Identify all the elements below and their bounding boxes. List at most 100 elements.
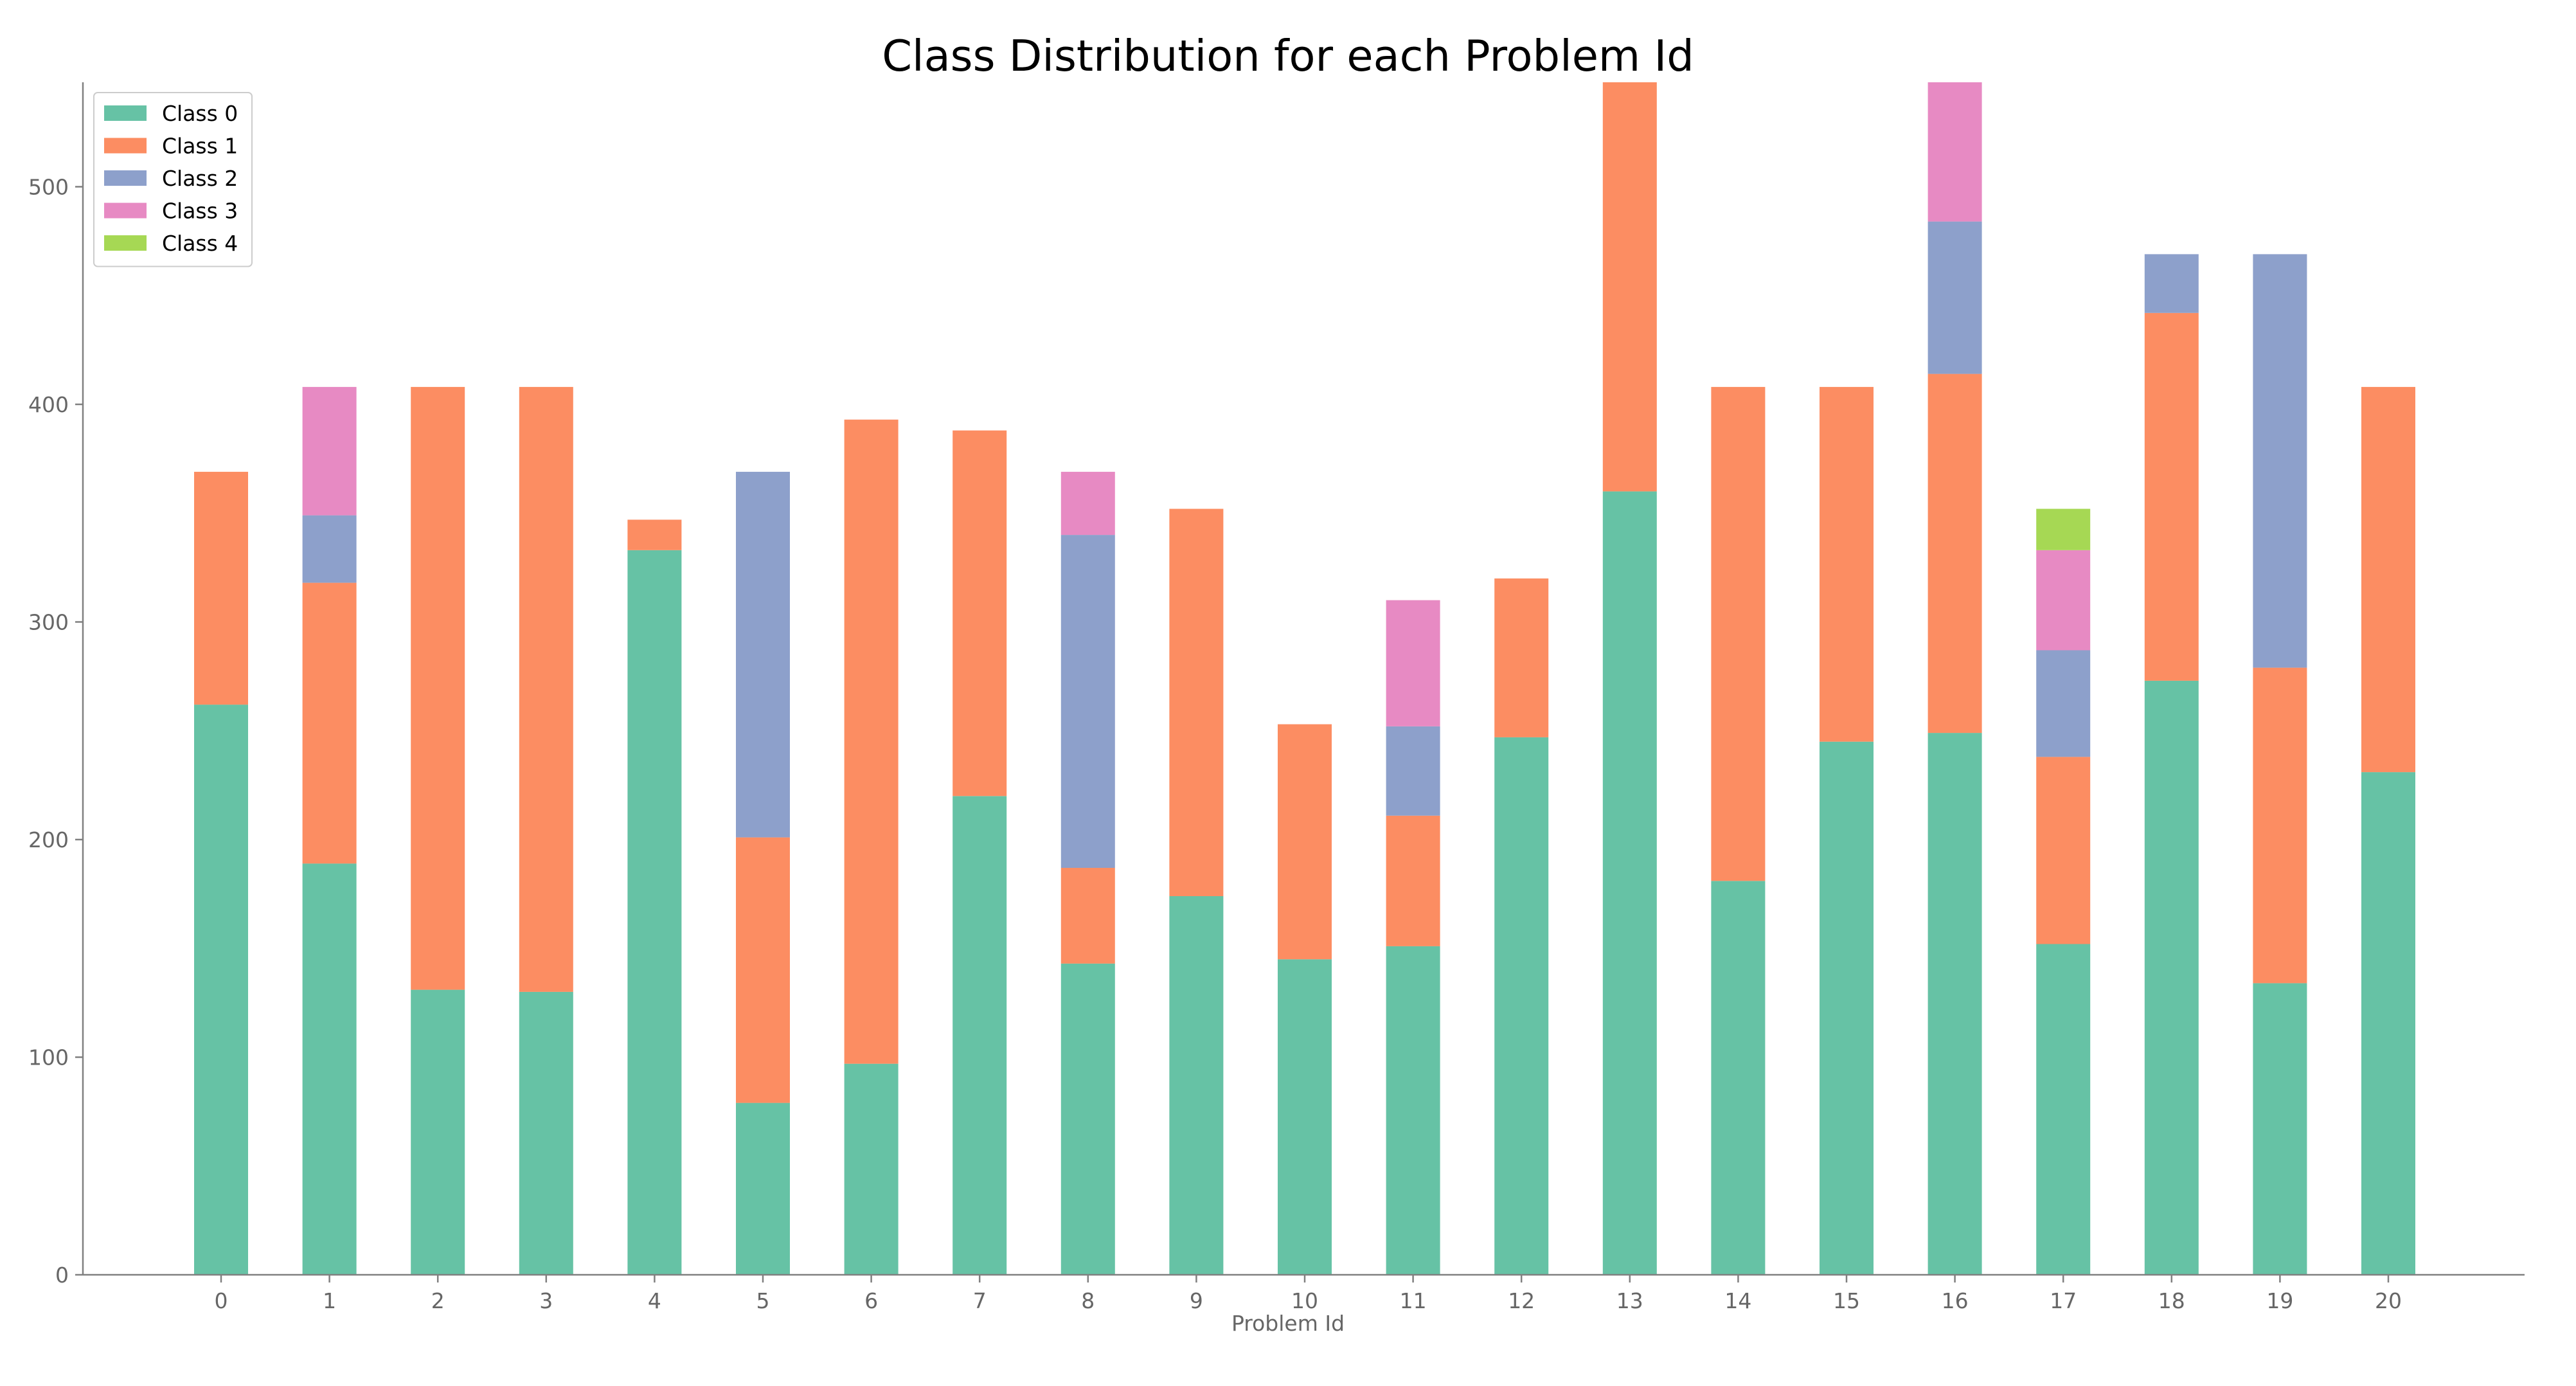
y-tick-label: 500 xyxy=(28,174,69,199)
x-tick-label: 19 xyxy=(2266,1288,2293,1313)
bar-0-class-1 xyxy=(194,471,248,705)
bar-8-class-2 xyxy=(1060,535,1115,868)
bar-8-class-1 xyxy=(1060,868,1115,964)
x-tick-label: 3 xyxy=(539,1288,553,1313)
x-tick-label: 14 xyxy=(1724,1288,1751,1313)
bar-4-class-0 xyxy=(627,550,682,1275)
y-axis: 0 100 200 300 400 500 xyxy=(28,82,84,1288)
bar-12-class-0 xyxy=(1494,737,1549,1275)
bar-4-class-1 xyxy=(627,519,682,550)
chart-title: Class Distribution for each Problem Id xyxy=(882,31,1694,81)
bar-16-class-1 xyxy=(1928,374,1982,734)
bar-16-class-3 xyxy=(1928,82,1982,222)
x-tick-label: 1 xyxy=(323,1288,336,1313)
legend-swatch xyxy=(104,138,147,154)
x-tick-label: 9 xyxy=(1190,1288,1203,1313)
legend-frame xyxy=(93,92,253,267)
bar-17-class-4 xyxy=(2036,509,2091,550)
x-tick-label: 10 xyxy=(1291,1288,1318,1313)
x-tick-label: 4 xyxy=(648,1288,661,1313)
legend-swatch xyxy=(104,203,147,219)
bar-16-class-0 xyxy=(1928,733,1982,1275)
bar-18-class-1 xyxy=(2144,312,2199,681)
bar-20-class-1 xyxy=(2361,386,2415,773)
x-axis-label: Problem Id xyxy=(1231,1311,1345,1336)
bar-1-class-1 xyxy=(302,582,357,864)
legend: Class 0 Class 1 Class 2 Class 3 Class 4 xyxy=(93,92,253,267)
bar-13-class-0 xyxy=(1602,491,1657,1275)
y-tick-label: 400 xyxy=(28,392,69,417)
bar-2-class-1 xyxy=(411,386,465,990)
bar-18-class-0 xyxy=(2144,680,2199,1275)
legend-swatch xyxy=(104,170,147,186)
x-tick-label: 5 xyxy=(756,1288,770,1313)
bar-13-class-1 xyxy=(1602,82,1657,492)
bar-11-class-1 xyxy=(1386,815,1440,946)
bar-12-class-1 xyxy=(1494,578,1549,737)
bar-6-class-0 xyxy=(844,1063,899,1275)
x-tick-label: 11 xyxy=(1400,1288,1427,1313)
bar-14-class-0 xyxy=(1711,881,1766,1275)
x-tick-label: 0 xyxy=(215,1288,228,1313)
x-tick-label: 17 xyxy=(2050,1288,2077,1313)
bar-5-class-0 xyxy=(736,1102,790,1275)
bars-group xyxy=(194,82,2415,1275)
bar-17-class-2 xyxy=(2036,650,2091,757)
x-tick-label: 2 xyxy=(431,1288,445,1313)
bar-3-class-0 xyxy=(519,991,573,1275)
legend-label: Class 2 xyxy=(162,166,238,191)
legend-label: Class 3 xyxy=(162,199,238,224)
y-tick-label: 0 xyxy=(55,1263,69,1288)
bar-1-class-3 xyxy=(302,386,357,516)
bar-9-class-0 xyxy=(1169,896,1224,1275)
y-tick-label: 100 xyxy=(28,1045,69,1070)
bar-7-class-1 xyxy=(953,430,1007,797)
bar-16-class-2 xyxy=(1928,221,1982,374)
bar-8-class-3 xyxy=(1060,471,1115,536)
x-tick-label: 8 xyxy=(1081,1288,1095,1313)
x-tick-label: 13 xyxy=(1616,1288,1643,1313)
y-tick-label: 300 xyxy=(28,609,69,634)
bar-5-class-2 xyxy=(736,471,790,838)
bar-19-class-2 xyxy=(2253,254,2307,668)
bar-1-class-0 xyxy=(302,863,357,1275)
bar-17-class-0 xyxy=(2036,944,2091,1275)
bar-14-class-1 xyxy=(1711,386,1766,881)
bar-19-class-0 xyxy=(2253,983,2307,1275)
bar-15-class-0 xyxy=(1820,741,1874,1275)
bar-7-class-0 xyxy=(953,796,1007,1275)
bar-11-class-3 xyxy=(1386,600,1440,726)
bar-11-class-2 xyxy=(1386,726,1440,816)
legend-swatch xyxy=(104,235,147,251)
x-tick-label: 18 xyxy=(2158,1288,2185,1313)
bar-10-class-1 xyxy=(1278,724,1332,960)
bar-6-class-1 xyxy=(844,419,899,1064)
y-tick-label: 200 xyxy=(28,827,69,852)
x-tick-label: 6 xyxy=(864,1288,878,1313)
bar-3-class-1 xyxy=(519,386,573,992)
x-tick-label: 20 xyxy=(2375,1288,2402,1313)
bar-17-class-3 xyxy=(2036,550,2091,651)
bar-20-class-0 xyxy=(2361,772,2415,1275)
bar-15-class-1 xyxy=(1820,386,1874,742)
x-tick-label: 16 xyxy=(1942,1288,1969,1313)
bar-9-class-1 xyxy=(1169,509,1224,896)
bar-10-class-0 xyxy=(1278,959,1332,1275)
legend-swatch xyxy=(104,105,147,121)
bar-18-class-2 xyxy=(2144,254,2199,313)
legend-label: Class 0 xyxy=(162,101,238,126)
x-tick-label: 15 xyxy=(1833,1288,1860,1313)
bar-8-class-0 xyxy=(1060,963,1115,1275)
bar-1-class-2 xyxy=(302,515,357,583)
bar-19-class-1 xyxy=(2253,667,2307,984)
x-tick-label: 12 xyxy=(1508,1288,1535,1313)
bar-11-class-0 xyxy=(1386,946,1440,1275)
legend-label: Class 1 xyxy=(162,134,238,159)
bar-17-class-1 xyxy=(2036,757,2091,944)
legend-label: Class 4 xyxy=(162,231,238,256)
bar-5-class-1 xyxy=(736,837,790,1103)
bar-0-class-0 xyxy=(194,705,248,1275)
x-tick-label: 7 xyxy=(973,1288,987,1313)
x-axis: 0 1 2 3 4 5 6 7 8 9 10 11 12 13 14 15 16 17 18 19 20 xyxy=(83,1274,2525,1313)
